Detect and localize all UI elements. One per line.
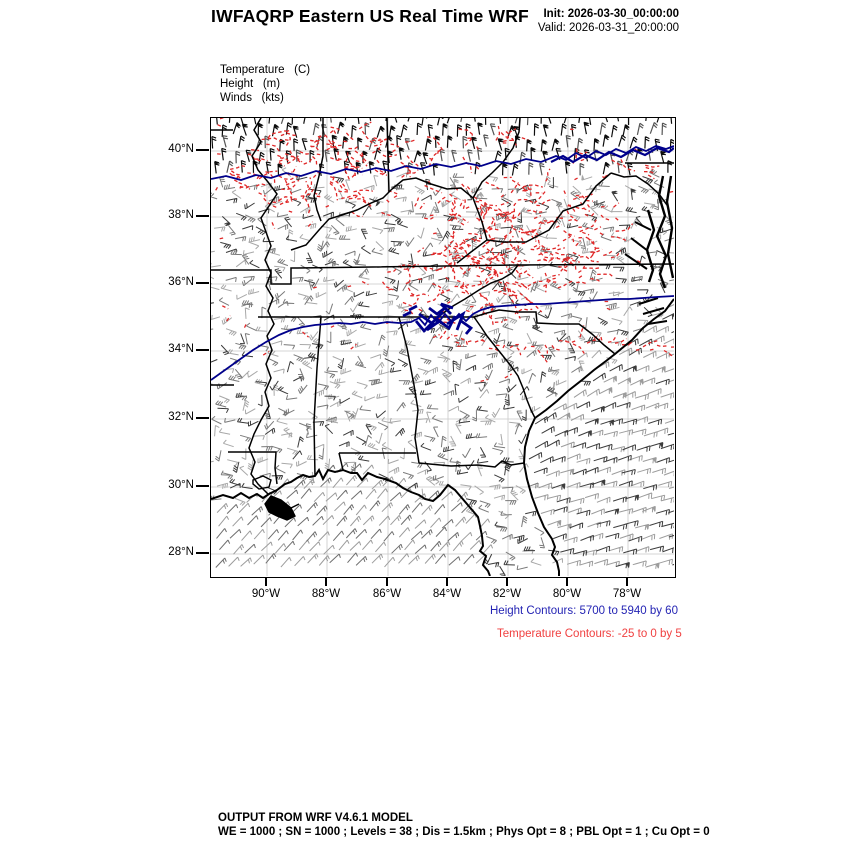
lat-tick-mark [196,485,209,487]
state-boundary [486,172,612,243]
lat-tick-label: 34°N [168,343,194,355]
lat-tick-mark [196,349,209,351]
gulf-coastline [211,467,491,576]
lon-tick-mark [626,578,628,586]
lon-tick-label: 84°W [432,588,462,600]
height-contour-knot [446,310,466,331]
lat-tick-label: 36°N [168,276,194,288]
state-boundary [211,384,278,485]
lat-tick-label: 38°N [168,209,194,221]
lon-tick-mark [446,578,448,586]
page-title: IWFAQRP Eastern US Real Time WRF [211,6,529,26]
height-contour-knot [424,311,444,331]
height-contour-bold [550,146,674,164]
lat-tick-label: 28°N [168,546,194,558]
state-boundary [313,316,322,477]
height-contour-knot [414,320,427,333]
height-contour-knot [428,306,446,316]
lon-tick-mark [265,578,267,586]
atlantic-coastline [522,298,674,576]
model-footer: OUTPUT FROM WRF V4.6.1 MODEL WE = 1000 ;… [218,812,710,839]
state-boundary [610,162,674,206]
lon-tick-label: 82°W [492,588,522,600]
height-contour-knot [440,302,454,315]
lon-tick-mark [566,578,568,586]
lat-tick-mark [196,552,209,554]
lon-tick-mark [386,578,388,586]
state-boundary [290,118,521,251]
wind-barbs [211,169,674,571]
lake-pontchartrain [252,475,272,490]
height-contour-5700 [211,145,674,181]
run-times: Init: 2026-03-30_00:00:00 Valid: 2026-03… [538,7,679,35]
footer-config-line: WE = 1000 ; SN = 1000 ; Levels = 38 ; Di… [218,825,710,838]
wrf-map-canvas [211,118,674,576]
height-contour-knot [418,312,442,332]
lon-tick-label: 86°W [372,588,402,600]
lat-tick-label: 30°N [168,479,194,491]
lon-tick-label: 78°W [612,588,642,600]
lon-tick-mark [325,578,327,586]
lat-tick-label: 40°N [168,143,194,155]
mississippi-delta [264,495,300,521]
state-boundary [398,316,420,464]
coastal-estuaries [624,221,668,325]
lon-tick-label: 80°W [552,588,582,600]
state-boundary [418,460,525,468]
valid-time-label: Valid: 2026-03-31_20:00:00 [537,22,679,34]
map-frame [210,117,676,578]
wind-barbs [222,118,667,176]
wind-barbs [216,304,674,569]
lat-tick-mark [196,149,209,151]
variable-legend: Temperature (C) Height (m) Winds (kts) [220,63,310,105]
state-boundary [473,309,616,355]
lon-tick-mark [506,578,508,586]
temperature-contours [215,118,674,383]
wind-barbs [528,313,674,569]
lat-tick-mark [196,417,209,419]
lat-tick-mark [196,282,209,284]
init-time-label: Init: 2026-03-30_00:00:00 [543,8,679,20]
temperature-contour-info: Temperature Contours: -25 to 0 by 5 [497,628,682,640]
lat-tick-label: 32°N [168,411,194,423]
legend-winds: Winds (kts) [220,92,284,104]
lat-tick-mark [196,215,209,217]
state-boundary [338,452,416,471]
state-boundary [313,118,324,222]
state-boundary [386,118,390,193]
state-boundary [473,316,536,419]
legend-height: Height (m) [220,78,281,90]
footer-model-line: OUTPUT FROM WRF V4.6.1 MODEL [218,812,413,824]
height-contour-knot [402,304,418,318]
legend-temperature: Temperature (C) [220,64,311,76]
height-contour-info: Height Contours: 5700 to 5940 by 60 [490,605,678,617]
lon-tick-label: 90°W [251,588,281,600]
height-contour-knot [460,319,474,335]
state-boundary [211,263,674,285]
state-boundary [437,264,519,318]
lon-tick-label: 88°W [311,588,341,600]
state-boundary [248,118,278,496]
